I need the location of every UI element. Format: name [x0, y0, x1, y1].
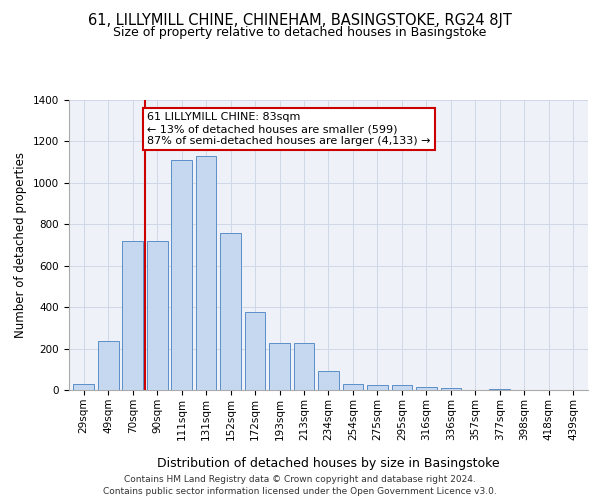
Bar [220, 232, 241, 390]
Bar [367, 385, 388, 390]
Text: 61, LILLYMILL CHINE, CHINEHAM, BASINGSTOKE, RG24 8JT: 61, LILLYMILL CHINE, CHINEHAM, BASINGSTO… [88, 12, 512, 28]
Bar [98, 342, 119, 390]
Bar [122, 241, 143, 390]
Bar [343, 384, 364, 390]
Bar [196, 156, 217, 390]
Text: 61 LILLYMILL CHINE: 83sqm
← 13% of detached houses are smaller (599)
87% of semi: 61 LILLYMILL CHINE: 83sqm ← 13% of detac… [148, 112, 431, 146]
Bar [73, 384, 94, 390]
Y-axis label: Number of detached properties: Number of detached properties [14, 152, 28, 338]
Bar [245, 312, 265, 390]
Bar [171, 160, 192, 390]
Bar [490, 389, 510, 390]
Bar [318, 372, 339, 390]
Text: Contains HM Land Registry data © Crown copyright and database right 2024.
Contai: Contains HM Land Registry data © Crown c… [103, 474, 497, 496]
Bar [416, 387, 437, 390]
Bar [392, 385, 412, 390]
Bar [293, 344, 314, 390]
Bar [147, 241, 167, 390]
Bar [269, 344, 290, 390]
Bar [440, 388, 461, 390]
Text: Distribution of detached houses by size in Basingstoke: Distribution of detached houses by size … [157, 458, 500, 470]
Text: Size of property relative to detached houses in Basingstoke: Size of property relative to detached ho… [113, 26, 487, 39]
